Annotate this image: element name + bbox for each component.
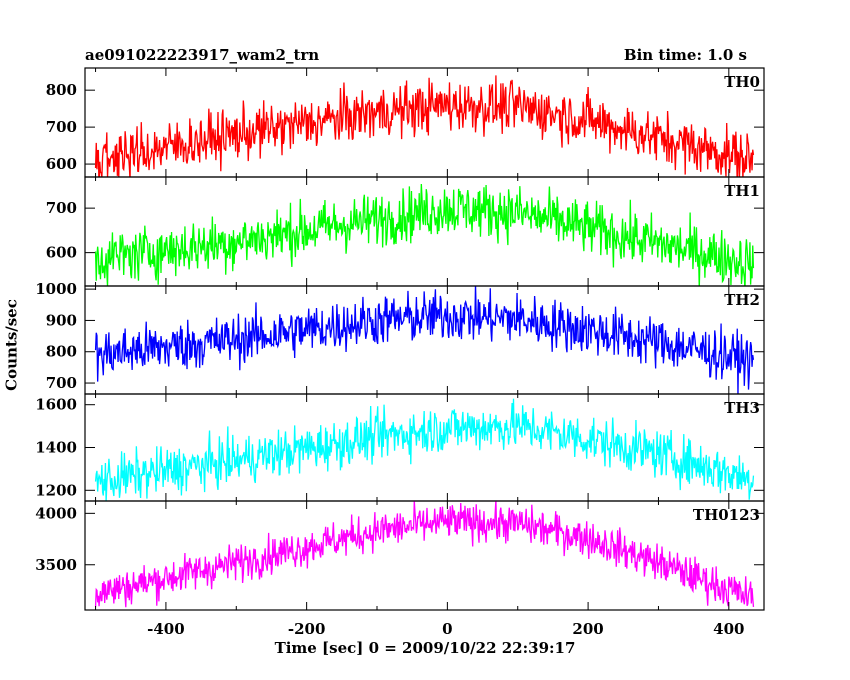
panel-label-th0: TH0 xyxy=(724,73,760,91)
x-tick-label: -200 xyxy=(288,620,326,638)
x-axis-label: Time [sec] 0 = 2009/10/22 22:39:17 xyxy=(274,639,576,657)
series-line-th0 xyxy=(94,75,755,177)
y-tick-label: 800 xyxy=(46,343,77,361)
y-tick-label: 1600 xyxy=(35,396,77,414)
x-tick-label: -400 xyxy=(147,620,185,638)
y-tick-label: 800 xyxy=(46,81,77,99)
y-tick-label: 900 xyxy=(46,311,77,329)
y-tick-label: 1200 xyxy=(35,481,77,499)
y-tick-label: 1400 xyxy=(35,439,77,457)
y-tick-label: 600 xyxy=(46,155,77,173)
panel-frame-th0123 xyxy=(84,500,765,611)
y-tick-label: 700 xyxy=(46,199,77,217)
y-tick-label: 1000 xyxy=(35,280,77,298)
panel-label-th0123: TH0123 xyxy=(693,506,760,524)
panel-frame-th1 xyxy=(84,176,765,287)
series-line-th3 xyxy=(94,398,755,501)
y-axis-label: Counts/sec xyxy=(2,299,21,391)
y-tick-label: 600 xyxy=(46,244,77,262)
series-line-th1 xyxy=(94,183,755,286)
chart-title: ae091022223917_wam2_trn xyxy=(85,46,320,64)
panel-label-th1: TH1 xyxy=(724,182,760,200)
series-line-th2 xyxy=(94,286,755,394)
y-tick-label: 3500 xyxy=(35,556,77,574)
y-tick-label: 4000 xyxy=(35,504,77,522)
bin-time-label: Bin time: 1.0 s xyxy=(623,46,747,64)
y-tick-label: 700 xyxy=(46,374,77,392)
x-tick-label: 400 xyxy=(713,620,744,638)
panel-label-th2: TH2 xyxy=(724,291,760,309)
y-tick-label: 700 xyxy=(46,118,77,136)
panel-label-th3: TH3 xyxy=(724,399,760,417)
series-line-th0123 xyxy=(94,501,755,608)
x-tick-label: 0 xyxy=(442,620,452,638)
x-tick-label: 200 xyxy=(572,620,603,638)
